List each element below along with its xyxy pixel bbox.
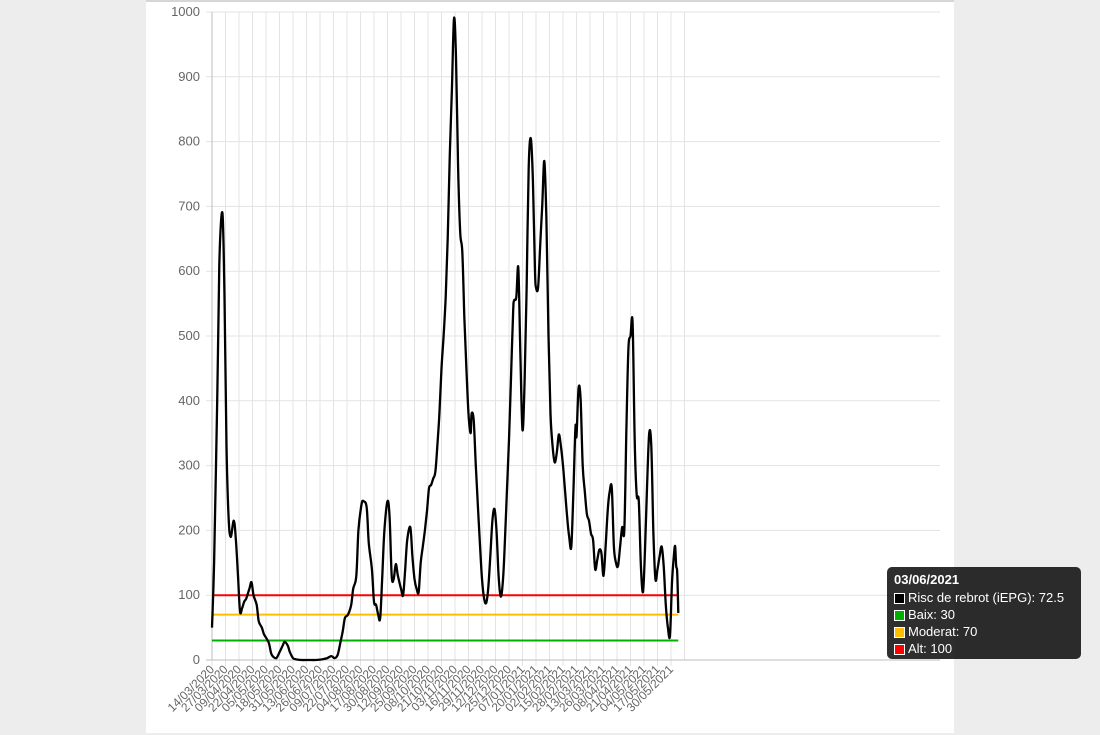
tooltip-swatch-moderat [894, 627, 905, 638]
y-tick-label: 300 [178, 458, 200, 473]
y-tick-label: 800 [178, 134, 200, 149]
y-tick-label: 0 [193, 652, 200, 667]
chart-tooltip: 03/06/2021 Risc de rebrot (iEPG): 72.5 B… [887, 567, 1081, 659]
tooltip-date: 03/06/2021 [894, 572, 960, 587]
tooltip-row-baix: Baix: 30 [894, 606, 1081, 623]
y-tick-label: 600 [178, 263, 200, 278]
y-tick-label: 400 [178, 393, 200, 408]
tooltip-label-baix: Baix: 30 [908, 607, 955, 622]
tooltip-label-risc: Risc de rebrot (iEPG): 72.5 [908, 590, 1065, 605]
tooltip-swatch-baix [894, 610, 905, 621]
tooltip-row-risc: Risc de rebrot (iEPG): 72.5 [894, 589, 1081, 606]
y-tick-label: 700 [178, 198, 200, 213]
y-tick-label: 500 [178, 328, 200, 343]
y-tick-label: 1000 [171, 4, 200, 19]
tooltip-label-moderat: Moderat: 70 [908, 624, 978, 639]
y-tick-label: 200 [178, 522, 200, 537]
chart-panel: 14/03/2020 27/03/2020 09/04/2020 22/04/2020… [146, 0, 1081, 733]
y-tick-label: 100 [178, 587, 200, 602]
tooltip-row-alt: Alt: 100 [894, 640, 1081, 657]
tooltip-swatch-alt [894, 644, 905, 655]
y-tick-label: 900 [178, 69, 200, 84]
tooltip-row-moderat: Moderat: 70 [894, 623, 1081, 640]
tooltip-swatch-risc [894, 593, 905, 604]
line-chart: 14/03/202027/03/202009/04/202022/04/2020… [165, 4, 940, 715]
series-line-risc-de-rebrot [210, 16, 680, 662]
tooltip-label-alt: Alt: 100 [908, 641, 953, 656]
